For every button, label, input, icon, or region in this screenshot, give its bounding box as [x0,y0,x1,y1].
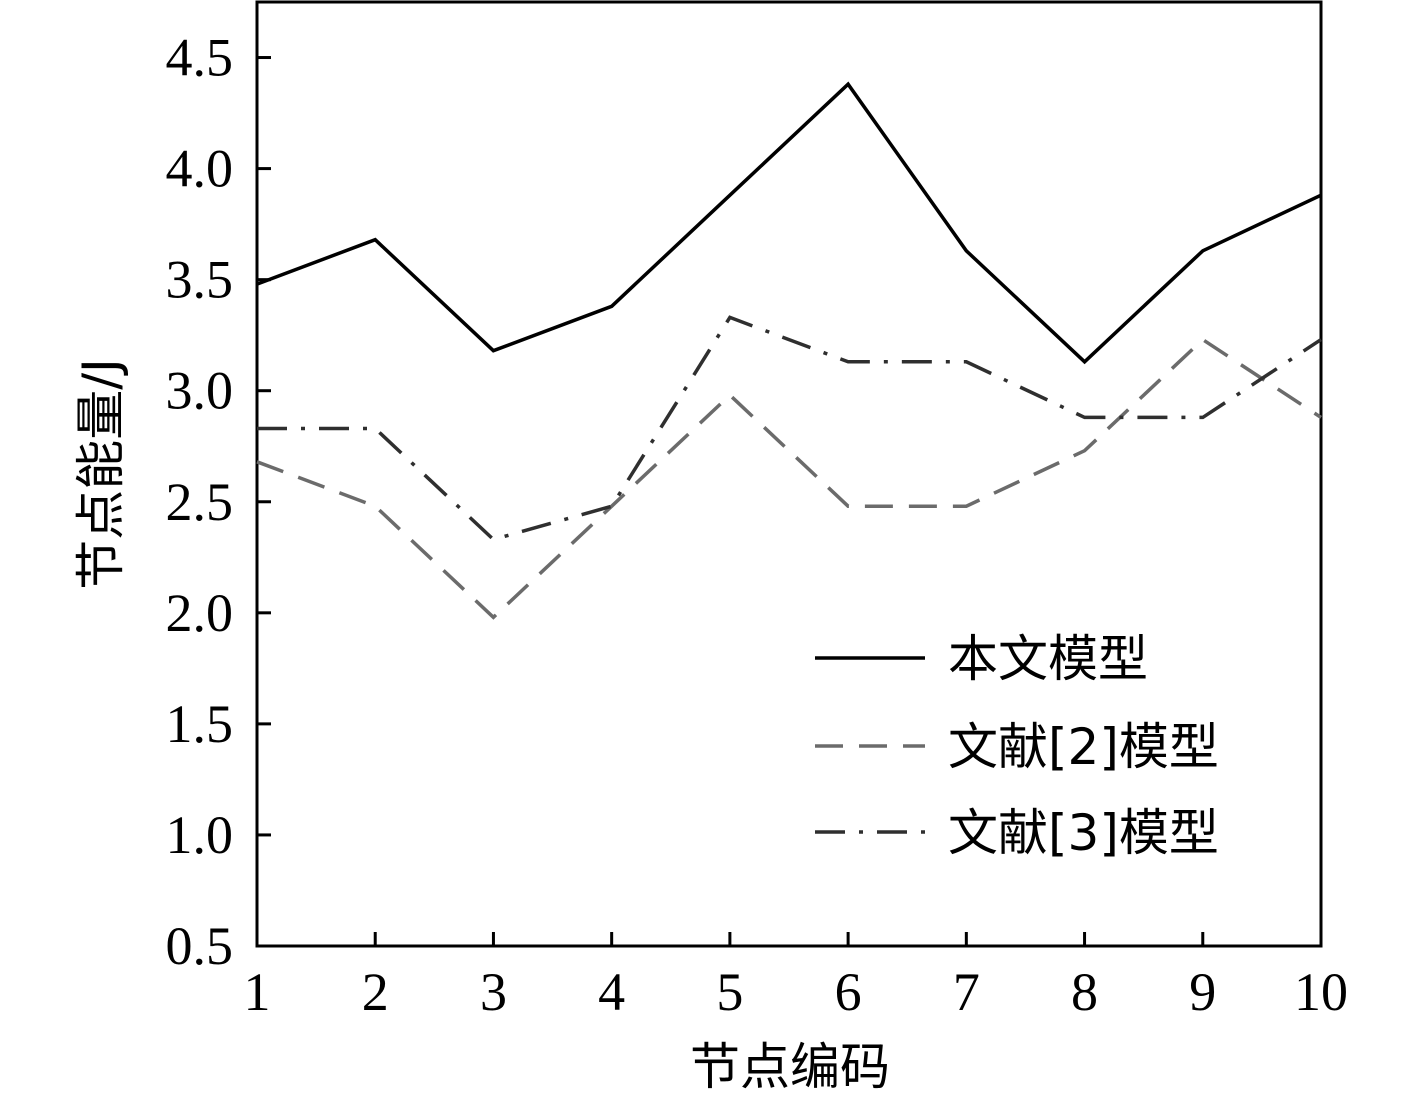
legend-label-series-0: 本文模型 [948,630,1148,688]
y-tick-label: 2.0 [166,583,234,643]
series-line-2 [257,315,1322,542]
y-tick-label: 4.0 [166,139,234,199]
y-tick-label: 1.5 [166,694,234,754]
y-axis-label: 节点能量/J [72,358,130,590]
y-tick-label: 3.5 [166,250,234,310]
y-tick-label: 3.0 [166,361,234,421]
legend-label-series-1: 文献[2]模型 [948,718,1219,776]
plot-frame [255,0,1323,948]
y-tick-label: 2.5 [166,472,234,532]
legend: 本文模型 文献[2]模型 文献[3]模型 [815,630,1219,862]
y-tick-label: 1.0 [166,805,234,865]
x-tick-label: 4 [598,962,625,1022]
legend-label-series-2: 文献[3]模型 [948,804,1219,862]
x-tick-label: 5 [716,962,743,1022]
y-tick-label: 4.5 [166,28,234,88]
series-line-0 [256,81,1322,365]
x-tick-label: 3 [480,962,507,1022]
x-axis-label: 节点编码 [690,1038,890,1096]
series-line-1 [256,337,1322,620]
series-lines [256,81,1322,620]
x-tick-label: 9 [1189,962,1216,1022]
x-tick-label: 2 [362,962,389,1022]
x-tick-label: 6 [835,962,862,1022]
y-axis: 0.5 1.0 1.5 2.0 2.5 3.0 3.5 4.0 4.5 [166,28,271,976]
x-tick-label: 10 [1294,962,1348,1022]
x-axis: 1 2 3 4 5 6 7 8 9 10 [244,932,1348,1022]
y-tick-label: 0.5 [166,916,234,976]
x-tick-label: 7 [953,962,980,1022]
x-tick-label: 1 [244,962,271,1022]
x-tick-label: 8 [1071,962,1098,1022]
